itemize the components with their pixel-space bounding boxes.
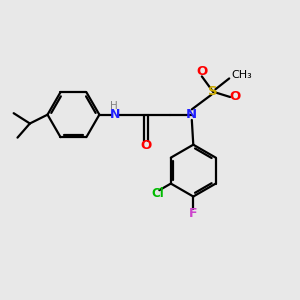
Text: O: O	[230, 91, 241, 103]
Text: N: N	[186, 108, 197, 121]
Text: CH₃: CH₃	[232, 70, 252, 80]
Text: H: H	[110, 101, 118, 111]
Text: Cl: Cl	[152, 187, 164, 200]
Text: N: N	[110, 108, 120, 121]
Text: O: O	[140, 140, 151, 152]
Text: O: O	[196, 64, 207, 78]
Text: F: F	[189, 207, 197, 220]
Text: S: S	[208, 85, 218, 98]
